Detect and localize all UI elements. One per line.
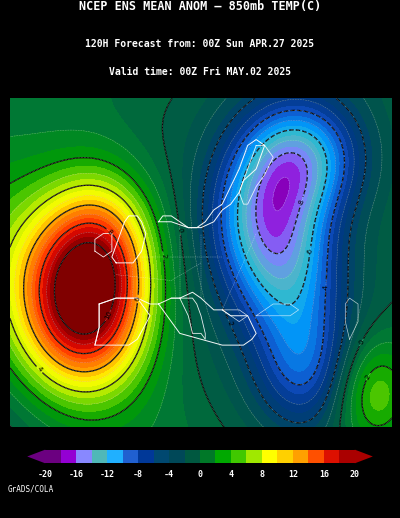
Bar — [200, 450, 216, 463]
Bar — [324, 450, 339, 463]
Bar — [231, 450, 246, 463]
Text: 4: 4 — [228, 470, 234, 479]
Polygon shape — [27, 450, 45, 463]
Text: -16: -16 — [69, 470, 84, 479]
Text: -20: -20 — [38, 470, 53, 479]
Bar — [216, 450, 231, 463]
Text: -6: -6 — [307, 248, 314, 255]
Bar — [154, 450, 169, 463]
Text: -12: -12 — [100, 470, 115, 479]
Text: 12: 12 — [288, 470, 298, 479]
Bar — [92, 450, 107, 463]
Text: 0: 0 — [177, 228, 183, 233]
Text: 8: 8 — [106, 228, 114, 235]
Text: 20: 20 — [350, 470, 360, 479]
Text: 120H Forecast from: 00Z Sun APR.27 2025: 120H Forecast from: 00Z Sun APR.27 2025 — [86, 39, 314, 49]
Bar — [122, 450, 138, 463]
Bar — [278, 450, 293, 463]
Text: -8: -8 — [298, 198, 306, 206]
Text: GrADS/COLA: GrADS/COLA — [8, 484, 54, 494]
Bar — [184, 450, 200, 463]
Text: 2: 2 — [160, 253, 166, 258]
Bar — [262, 450, 278, 463]
Text: -4: -4 — [323, 283, 329, 291]
Bar — [169, 450, 184, 463]
Text: -2: -2 — [226, 319, 234, 328]
Bar — [61, 450, 76, 463]
Polygon shape — [355, 450, 373, 463]
Bar — [339, 450, 355, 463]
Bar — [107, 450, 122, 463]
Text: 0: 0 — [358, 339, 365, 346]
Bar — [138, 450, 154, 463]
Text: 0: 0 — [198, 470, 202, 479]
Bar — [308, 450, 324, 463]
Text: 8: 8 — [260, 470, 264, 479]
Bar — [45, 450, 61, 463]
Text: 10: 10 — [104, 310, 113, 321]
Text: -8: -8 — [133, 470, 143, 479]
Bar — [76, 450, 92, 463]
Text: NCEP ENS MEAN ANOM – 850mb TEMP(C): NCEP ENS MEAN ANOM – 850mb TEMP(C) — [79, 0, 321, 13]
Text: Valid time: 00Z Fri MAY.02 2025: Valid time: 00Z Fri MAY.02 2025 — [109, 67, 291, 77]
Text: 16: 16 — [319, 470, 329, 479]
Text: 4: 4 — [36, 366, 43, 373]
Text: -4: -4 — [164, 470, 174, 479]
Bar — [246, 450, 262, 463]
Text: 6: 6 — [135, 296, 141, 301]
Bar — [293, 450, 308, 463]
Text: 2: 2 — [364, 373, 372, 380]
